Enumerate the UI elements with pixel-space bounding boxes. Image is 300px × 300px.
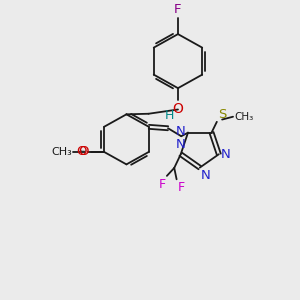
Text: F: F <box>174 4 182 16</box>
Text: F: F <box>178 181 184 194</box>
Text: O: O <box>172 102 183 116</box>
Text: CH₃: CH₃ <box>234 112 253 122</box>
Text: N: N <box>201 169 211 182</box>
Text: F: F <box>158 178 165 190</box>
Text: H: H <box>165 109 174 122</box>
Text: O: O <box>76 145 86 158</box>
Text: CH₃: CH₃ <box>52 147 72 157</box>
Text: S: S <box>218 108 226 121</box>
Text: O: O <box>79 145 89 158</box>
Text: N: N <box>176 125 186 138</box>
Text: N: N <box>176 138 186 151</box>
Text: N: N <box>221 148 231 161</box>
Text: methoxy: methoxy <box>80 150 87 151</box>
